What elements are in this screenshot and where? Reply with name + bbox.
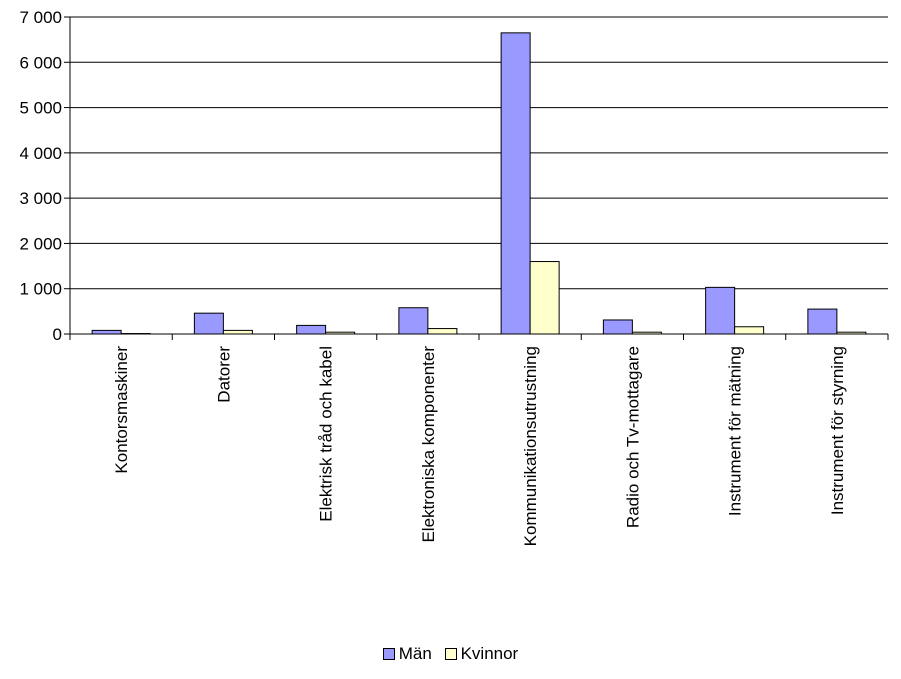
legend-item-kvinnor: Kvinnor: [445, 644, 519, 664]
y-tick-label: 6 000: [19, 53, 62, 72]
x-tick-labels: Kontorsmaskiner Datorer Elektrisk tråd och…: [112, 346, 847, 547]
legend-label-kvinnor: Kvinnor: [461, 644, 519, 664]
x-tick-label: Elektroniska komponenter: [419, 346, 438, 543]
y-tick-label: 4 000: [19, 144, 62, 163]
bar-man: [194, 313, 223, 334]
x-tick-label: Kommunikationsutrustning: [521, 346, 540, 546]
legend: Män Kvinnor: [0, 644, 901, 665]
bar-kvinnor: [428, 329, 457, 334]
bar-man: [501, 33, 530, 334]
y-tick-label: 2 000: [19, 234, 62, 253]
bar-man: [92, 330, 121, 334]
bar-man: [706, 287, 735, 334]
legend-item-man: Män: [383, 644, 432, 664]
bar-kvinnor: [530, 262, 559, 334]
y-tick-label: 5 000: [19, 99, 62, 118]
grid-lines: [70, 17, 888, 289]
x-tick-label: Radio och Tv-mottagare: [623, 346, 642, 528]
legend-swatch-man: [383, 648, 395, 660]
axes: [64, 17, 888, 340]
x-tick-label: Datorer: [214, 346, 233, 403]
y-tick-labels: 0 1 000 2 000 3 000 4 000 5 000 6 000 7 000: [19, 8, 62, 344]
y-tick-label: 7 000: [19, 8, 62, 27]
y-tick-label: 0: [53, 325, 62, 344]
y-tick-label: 1 000: [19, 280, 62, 299]
legend-label-man: Män: [399, 644, 432, 664]
x-tick-label: Instrument för styrning: [828, 346, 847, 515]
bar-man: [297, 325, 326, 334]
bar-man: [808, 309, 837, 334]
bar-man: [399, 308, 428, 334]
bar-man: [603, 320, 632, 334]
y-tick-label: 3 000: [19, 189, 62, 208]
x-tick-label: Elektrisk tråd och kabel: [317, 346, 336, 522]
bar-kvinnor: [735, 327, 764, 334]
x-tick-label: Instrument för mätning: [726, 346, 745, 516]
legend-swatch-kvinnor: [445, 648, 457, 660]
x-tick-label: Kontorsmaskiner: [112, 346, 131, 474]
bar-kvinnor: [223, 330, 252, 334]
